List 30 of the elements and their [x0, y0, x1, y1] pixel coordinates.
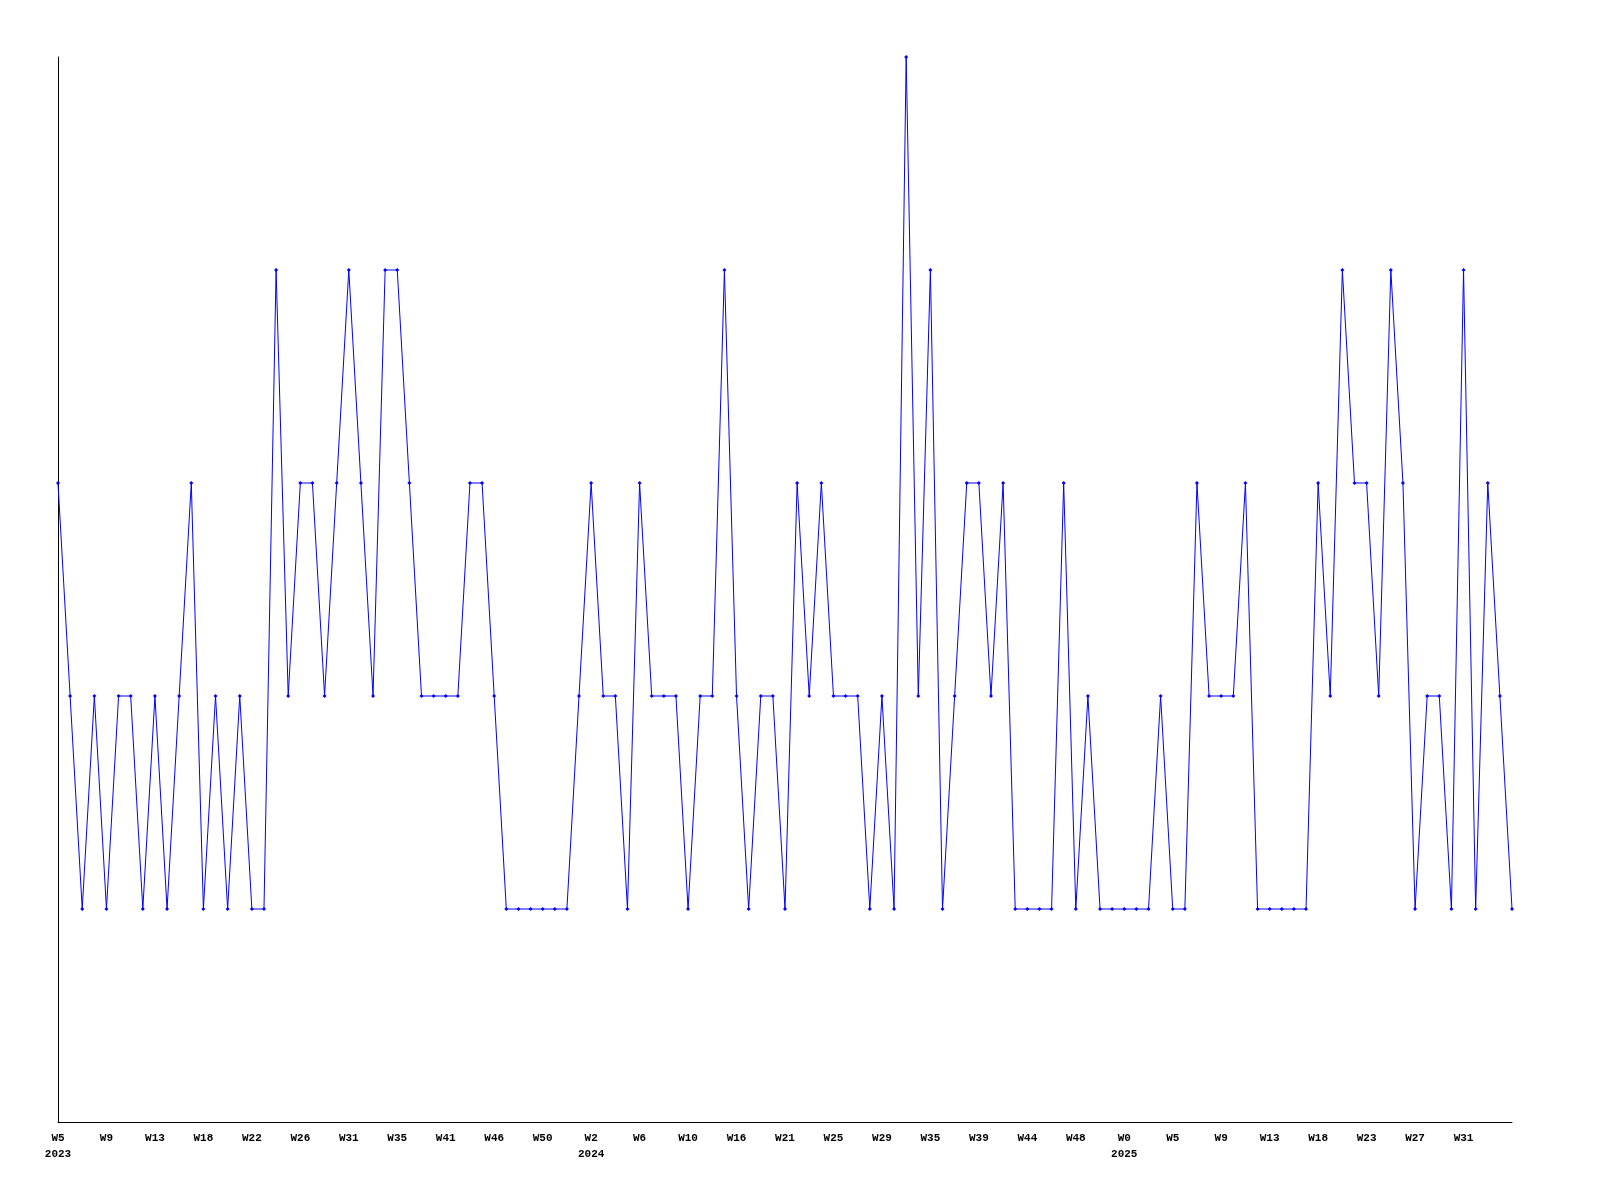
x-tick-label: W31: [338, 1132, 360, 1144]
x-tick-label: W46: [484, 1132, 505, 1144]
x-tick-label: W18: [193, 1132, 214, 1144]
x-tick-label: W25: [823, 1132, 844, 1144]
x-tick-label: W21: [775, 1132, 796, 1144]
x-tick-label: W26: [290, 1132, 311, 1144]
x-tick-label: W27: [1405, 1132, 1425, 1144]
x-tick-label: W0 2025: [1111, 1132, 1138, 1160]
x-tick-label: W9: [1214, 1132, 1228, 1144]
x-tick-label: W16: [726, 1132, 747, 1144]
x-tick-label: W22: [241, 1132, 262, 1144]
x-tick-label: W6: [633, 1132, 647, 1144]
x-tick-label: W9: [99, 1132, 114, 1144]
x-tick-label: W31: [1453, 1132, 1474, 1144]
x-tick-label: W44: [1017, 1132, 1038, 1144]
x-tick-label: W41: [435, 1132, 457, 1144]
x-tick-label: W23: [1356, 1132, 1377, 1144]
x-tick-label: W50: [532, 1132, 553, 1144]
x-tick-label: W13: [1259, 1132, 1280, 1144]
x-tick-label: W39: [968, 1132, 989, 1144]
x-tick-label: W2 2024: [577, 1132, 605, 1160]
x-tick-label: W29: [872, 1132, 892, 1144]
x-tick-label: W13: [145, 1132, 166, 1144]
x-tick-label: W5: [1166, 1132, 1180, 1144]
x-tick-label: W18: [1308, 1132, 1329, 1144]
x-tick-label: W5 2023: [44, 1132, 72, 1160]
x-tick-label: W35: [920, 1132, 941, 1144]
x-tick-label: W10: [678, 1132, 698, 1144]
x-tick-label: W48: [1065, 1132, 1087, 1144]
x-tick-label: W35: [387, 1132, 408, 1144]
